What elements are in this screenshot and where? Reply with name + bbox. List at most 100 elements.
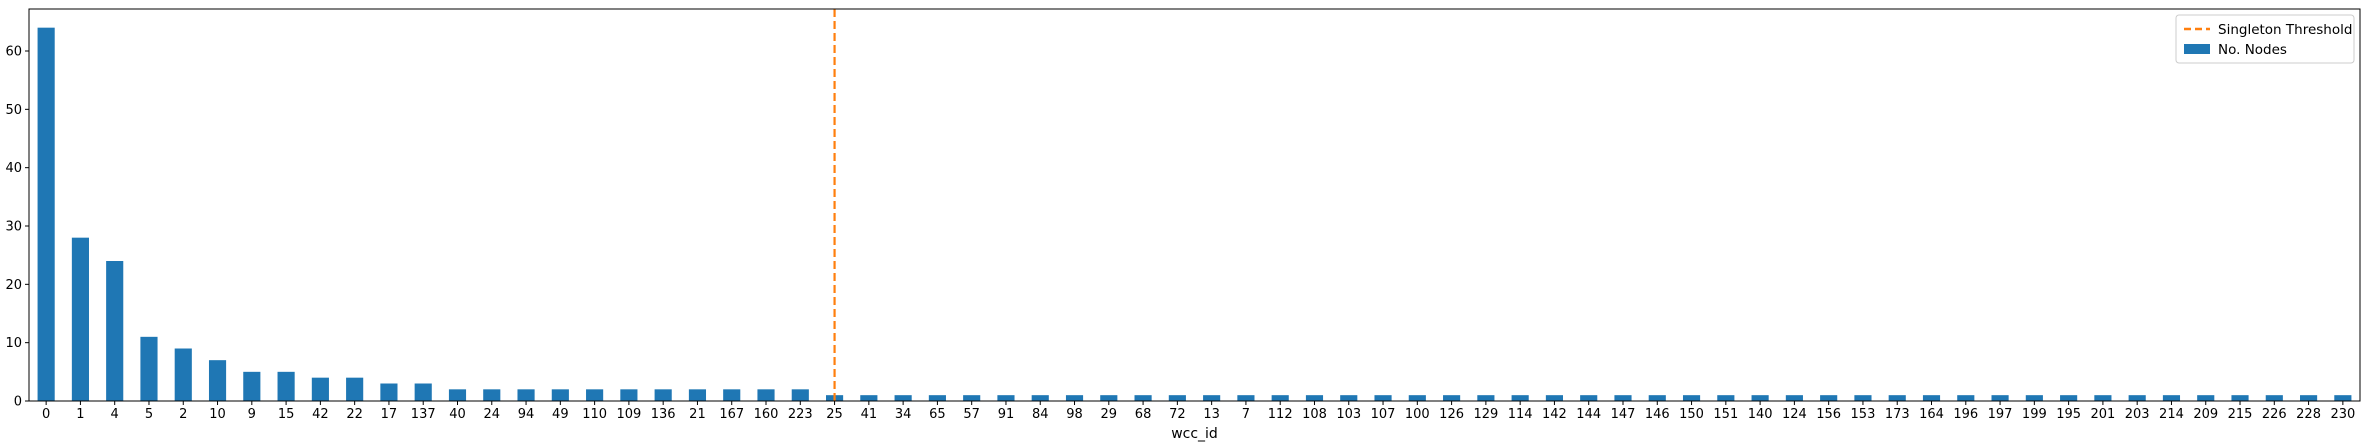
x-tick-label: 228 — [2296, 407, 2321, 422]
x-tick-label: 112 — [1268, 407, 1293, 422]
x-tick-label: 199 — [2022, 407, 2047, 422]
bar-142 — [1545, 395, 1563, 401]
bar-94 — [517, 389, 535, 401]
bar-91 — [997, 395, 1015, 401]
bar-110 — [586, 389, 604, 401]
bar-24 — [483, 389, 501, 401]
x-tick-label: 4 — [111, 407, 119, 422]
bar-34 — [894, 395, 912, 401]
x-tick-label: 94 — [518, 407, 535, 422]
x-tick-label: 103 — [1336, 407, 1361, 422]
bar-150 — [1682, 395, 1701, 401]
bar-223 — [791, 389, 809, 401]
bar-129 — [1477, 395, 1495, 401]
bar-146 — [1648, 395, 1666, 401]
bar-21 — [688, 389, 707, 401]
y-axis-ticks: 0 10 20 30 40 50 60 — [5, 45, 29, 410]
bar-10 — [208, 360, 227, 401]
legend-threshold-label: Singleton Threshold — [2218, 22, 2352, 38]
bar-156 — [1820, 395, 1838, 401]
bar-49 — [551, 389, 569, 401]
x-tick-label: 13 — [1203, 407, 1220, 422]
bar-109 — [620, 389, 638, 401]
x-tick-label: 109 — [616, 407, 641, 422]
x-tick-label: 203 — [2125, 407, 2150, 422]
bar-203 — [2128, 395, 2146, 401]
x-tick-label: 107 — [1371, 407, 1396, 422]
x-tick-label: 72 — [1169, 407, 1186, 422]
x-tick-label: 195 — [2056, 407, 2081, 422]
bar-153 — [1854, 395, 1872, 401]
bar-98 — [1065, 395, 1084, 401]
x-tick-label: 29 — [1101, 407, 1118, 422]
bar-167 — [723, 389, 741, 401]
bar-65 — [928, 395, 946, 401]
x-tick-label: 98 — [1066, 407, 1083, 422]
bar-164 — [1922, 395, 1941, 401]
bar-151 — [1717, 395, 1735, 401]
x-tick-label: 147 — [1611, 407, 1636, 422]
bar-72 — [1168, 395, 1186, 401]
bar-42 — [311, 377, 329, 401]
bar-214 — [2162, 395, 2181, 401]
bar-2 — [174, 348, 192, 401]
bar-195 — [2060, 395, 2078, 401]
x-tick-label: 22 — [346, 407, 363, 422]
bar-173 — [1888, 395, 1906, 401]
bar-17 — [380, 383, 398, 401]
x-tick-label: 21 — [689, 407, 706, 422]
legend-bars-label: No. Nodes — [2218, 42, 2287, 58]
x-tick-label: 68 — [1135, 407, 1152, 422]
x-tick-label: 42 — [312, 407, 329, 422]
bar-84 — [1031, 395, 1049, 401]
x-tick-label: 57 — [963, 407, 980, 422]
bar-201 — [2094, 395, 2112, 401]
bar-147 — [1614, 395, 1632, 401]
bar-199 — [2025, 395, 2043, 401]
bar-144 — [1580, 395, 1598, 401]
bar-15 — [277, 371, 295, 401]
x-tick-label: 167 — [719, 407, 744, 422]
x-tick-label: 215 — [2228, 407, 2253, 422]
x-tick-label: 201 — [2090, 407, 2115, 422]
x-tick-label: 17 — [381, 407, 398, 422]
x-tick-label: 209 — [2193, 407, 2218, 422]
bar-22 — [346, 377, 364, 401]
x-tick-label: 40 — [449, 407, 466, 422]
x-tick-label: 140 — [1748, 407, 1773, 422]
y-tick-label: 20 — [5, 278, 22, 293]
bar-209 — [2197, 395, 2215, 401]
x-tick-label: 15 — [278, 407, 295, 422]
x-tick-label: 84 — [1032, 407, 1049, 422]
x-tick-label: 25 — [826, 407, 843, 422]
bar-40 — [448, 389, 467, 401]
x-tick-label: 114 — [1508, 407, 1533, 422]
x-tick-label: 2 — [179, 407, 187, 422]
x-tick-label: 110 — [582, 407, 607, 422]
bar-126 — [1443, 395, 1461, 401]
x-tick-label: 5 — [145, 407, 153, 422]
bar-124 — [1785, 395, 1803, 401]
x-tick-label: 142 — [1542, 407, 1567, 422]
x-axis-ticks: 0 1 4 5 2 10 9 15 42 22 17 137 40 24 94 49 110 109 136 21 16… — [42, 401, 2355, 422]
bar-140 — [1751, 395, 1769, 401]
y-tick-label: 30 — [5, 220, 22, 235]
y-tick-label: 50 — [5, 103, 22, 118]
plot-frame — [28, 8, 2361, 402]
bar-13 — [1203, 395, 1221, 401]
bar-136 — [654, 389, 672, 401]
x-tick-label: 10 — [209, 407, 226, 422]
x-tick-label: 65 — [929, 407, 946, 422]
bar-5 — [140, 336, 158, 401]
bar-1 — [71, 237, 89, 401]
y-tick-label: 0 — [14, 395, 22, 410]
legend: Singleton Threshold No. Nodes — [2175, 14, 2355, 64]
y-tick-label: 10 — [5, 336, 22, 351]
x-tick-label: 126 — [1439, 407, 1464, 422]
x-tick-label: 129 — [1473, 407, 1498, 422]
bar-107 — [1374, 395, 1392, 401]
bar-196 — [1957, 395, 1975, 401]
x-tick-label: 49 — [552, 407, 569, 422]
x-tick-label: 124 — [1782, 407, 1807, 422]
